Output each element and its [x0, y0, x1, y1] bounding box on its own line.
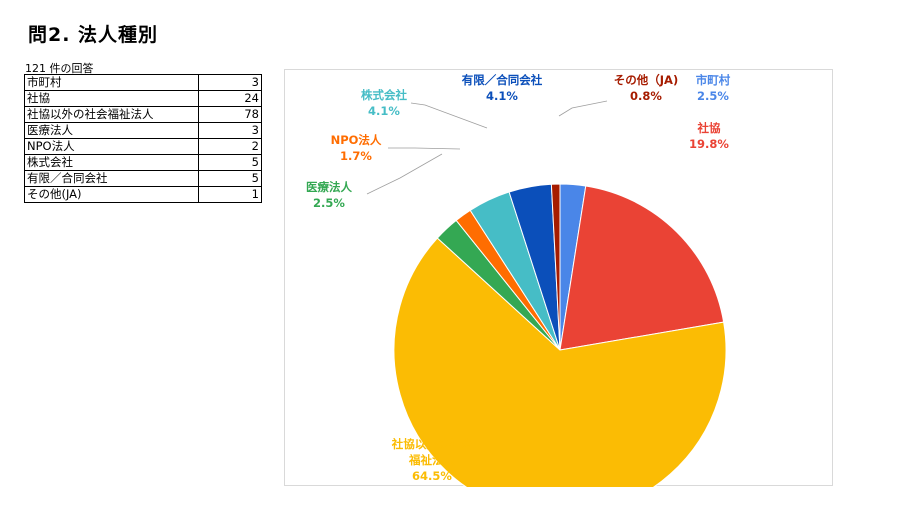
slice-label: 社協以外の社会福祉法人 64.5% [391, 437, 473, 483]
leader-line [558, 100, 608, 117]
pie-slice [559, 185, 725, 351]
table-row: 社協以外の社会福祉法人 78 [24, 106, 262, 123]
table-cell-value: 24 [198, 90, 262, 107]
slice-label: 株式会社 4.1% [361, 88, 407, 118]
slice-label-name: 有限／合同会社 [462, 73, 543, 87]
slice-label: 医療法人 2.5% [306, 180, 352, 210]
table-cell-label: 市町村 [24, 74, 199, 91]
slice-label-name: 市町村 [696, 73, 731, 87]
table-cell-value: 3 [198, 122, 262, 139]
table-cell-label: 社協以外の社会福祉法人 [24, 106, 199, 123]
table-cell-label: 株式会社 [24, 154, 199, 171]
table-row: その他(JA) 1 [24, 186, 262, 203]
table-row: 有限／合同会社 5 [24, 170, 262, 187]
table-cell-label: NPO法人 [24, 138, 199, 155]
slice-label-percent: 1.7% [340, 149, 372, 163]
slice-label-name: NPO法人 [331, 133, 382, 147]
pie-slice [550, 183, 561, 351]
table-row: NPO法人 2 [24, 138, 262, 155]
slice-label-percent: 2.5% [313, 196, 345, 210]
table-cell-label: その他(JA) [24, 186, 199, 203]
slice-label: NPO法人 1.7% [331, 133, 382, 163]
slice-label-percent: 4.1% [486, 89, 518, 103]
leader-line [410, 102, 488, 129]
slice-label-name: 社協 [697, 121, 721, 135]
table-cell-label: 有限／合同会社 [24, 170, 199, 187]
table-row: 市町村 3 [24, 74, 262, 91]
slice-label: その他（JA) 0.8% [614, 73, 678, 103]
pie-slice [393, 237, 727, 487]
response-table: 市町村 3 社協 24 社協以外の社会福祉法人 78 医療法人 3 NPO法人 2 株式会社 5 有限／… [24, 74, 262, 203]
response-count: 121 件の回答 [25, 62, 94, 75]
table-row: 社協 24 [24, 90, 262, 107]
table-cell-value: 2 [198, 138, 262, 155]
slice-label-name: 社協以外の社会 [391, 437, 473, 451]
leader-line [366, 153, 443, 195]
slice-label-percent: 4.1% [368, 104, 400, 118]
slice-label: 市町村 2.5% [696, 73, 731, 103]
slice-label-name: 医療法人 [306, 180, 352, 194]
slice-label-percent: 19.8% [689, 137, 729, 151]
pie-chart-panel: 市町村 2.5% 社協 19.8% 社協以外の社会福祉法人 64.5% 医療法人 2.5% NP… [284, 69, 833, 487]
table-cell-label: 医療法人 [24, 122, 199, 139]
table-cell-value: 3 [198, 74, 262, 91]
slice-label: 有限／合同会社 4.1% [462, 73, 543, 103]
table-cell-value: 78 [198, 106, 262, 123]
slice-label-percent: 0.8% [630, 89, 662, 103]
table-cell-label: 社協 [24, 90, 199, 107]
table-cell-value: 5 [198, 154, 262, 171]
leader-line [388, 147, 461, 150]
pie-chart: 市町村 2.5% 社協 19.8% 社協以外の社会福祉法人 64.5% 医療法人 2.5% NP… [306, 73, 731, 487]
table-cell-value: 5 [198, 170, 262, 187]
slice-label-name: その他（JA) [614, 73, 678, 87]
slice-label-percent: 64.5% [412, 469, 452, 483]
page-title: 問2. 法人種別 [28, 24, 159, 46]
slice-label-percent: 2.5% [697, 89, 729, 103]
slice-label-name: 株式会社 [361, 88, 407, 102]
table-row: 医療法人 3 [24, 122, 262, 139]
table-row: 株式会社 5 [24, 154, 262, 171]
slice-label: 社協 19.8% [689, 121, 729, 151]
table-cell-value: 1 [198, 186, 262, 203]
slice-label-name: 福祉法人 [408, 453, 455, 467]
